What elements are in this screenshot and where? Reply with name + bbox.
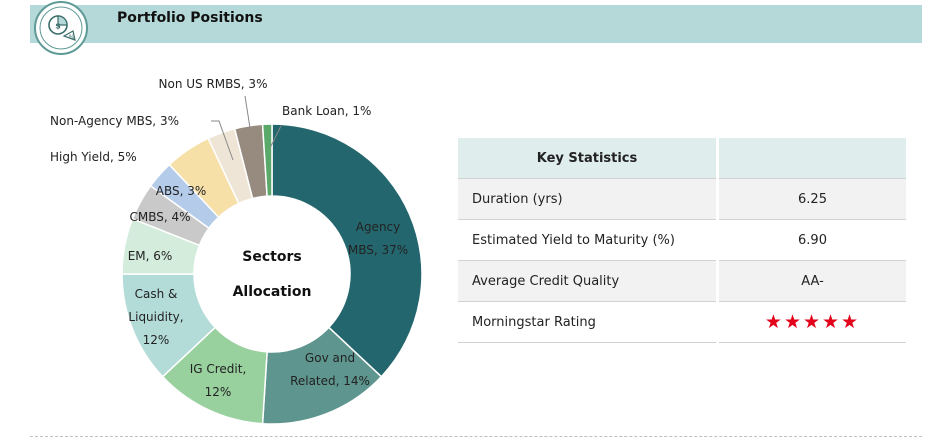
center-label: Sectors	[242, 249, 301, 265]
table-row: Morningstar Rating ★★★★★	[458, 301, 906, 343]
leader-line	[244, 95, 251, 129]
stat-label: Average Credit Quality	[458, 260, 718, 302]
slice-label-em: EM, 6%	[128, 249, 173, 263]
slice-label-gov-and-related: Gov and Related, 14%	[290, 351, 370, 388]
svg-text:%: %	[69, 34, 75, 41]
stat-value: 6.90	[716, 219, 906, 261]
slice-label-ig-credit: IG Credit, 12%	[190, 362, 247, 399]
money-pie-icon: $ %	[34, 1, 88, 55]
slice-label-bank-loan: Bank Loan, 1%	[282, 104, 371, 118]
table-row: Average Credit Quality AA-	[458, 260, 906, 302]
key-statistics-header: Key Statistics	[458, 138, 718, 179]
stat-value: 6.25	[716, 178, 906, 220]
leader-line	[211, 120, 234, 161]
table-row: Duration (yrs) 6.25	[458, 178, 906, 220]
stat-label: Duration (yrs)	[458, 178, 718, 220]
donut-slice-bank-loan	[261, 123, 273, 197]
stat-value: AA-	[716, 260, 906, 302]
table-row: Estimated Yield to Maturity (%) 6.90	[458, 219, 906, 261]
svg-text:$: $	[55, 22, 61, 31]
star-rating: ★★★★★	[764, 311, 861, 333]
slice-label-high-yield: High Yield, 5%	[50, 150, 137, 164]
slice-label-abs: ABS, 3%	[156, 184, 207, 198]
slice-label-non-us-rmbs: Non US RMBS, 3%	[159, 77, 268, 91]
slice-label-agency-mbs: Agency MBS, 37%	[348, 220, 408, 257]
stat-label: Estimated Yield to Maturity (%)	[458, 219, 718, 261]
slice-label-cash-liquidity: Cash & Liquidity, 12%	[128, 287, 183, 347]
key-statistics-table: Key Statistics Duration (yrs) 6.25 Estim…	[458, 138, 906, 343]
slice-label-cmbs: CMBS, 4%	[129, 210, 190, 224]
key-statistics-header-blank	[716, 138, 906, 179]
leader-line	[269, 125, 282, 149]
center-label: Allocation	[233, 284, 312, 300]
divider	[30, 436, 922, 437]
slice-label-non-agency-mbs: Non-Agency MBS, 3%	[50, 114, 179, 128]
stat-label: Morningstar Rating	[458, 301, 718, 343]
header-bar	[30, 5, 922, 43]
morningstar-rating-stars: ★★★★★	[716, 301, 906, 343]
page-title: Portfolio Positions	[117, 10, 263, 26]
donut-slice-agency-mbs	[271, 123, 423, 378]
